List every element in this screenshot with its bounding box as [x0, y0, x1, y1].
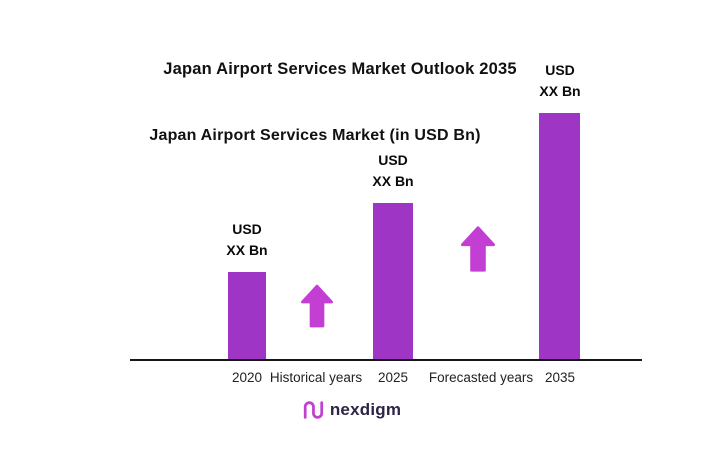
bar-value-line1: USD	[545, 62, 575, 78]
bar-2025	[373, 203, 413, 360]
bar-value-label-2025: USD XX Bn	[353, 150, 433, 192]
x-axis-line	[130, 359, 642, 361]
annotation-forecasted-years: Forecasted years	[428, 370, 534, 385]
nexdigm-wave-icon	[303, 401, 323, 419]
bar-value-line1: USD	[232, 221, 262, 237]
chart-title: Japan Airport Services Market Outlook 20…	[163, 60, 517, 78]
chart-subtitle: Japan Airport Services Market (in USD Bn…	[149, 127, 481, 144]
growth-arrow-icon	[301, 284, 333, 328]
annotation-historical-years: Historical years	[269, 370, 363, 385]
nexdigm-wordmark: nexdigm	[329, 400, 402, 419]
nexdigm-logo: nexdigm	[0, 399, 703, 421]
x-tick-2035: 2035	[544, 370, 576, 385]
bar-value-label-2035: USD XX Bn	[520, 60, 600, 102]
growth-arrow-icon	[461, 226, 495, 272]
bar-2035	[539, 113, 580, 360]
bar-value-line2: XX Bn	[226, 242, 268, 258]
x-tick-2020: 2020	[231, 370, 263, 385]
bar-value-line1: USD	[378, 152, 408, 168]
bar-value-line2: XX Bn	[539, 83, 581, 99]
bar-2020	[228, 272, 266, 360]
bar-value-label-2020: USD XX Bn	[207, 219, 287, 261]
bar-value-line2: XX Bn	[372, 173, 414, 189]
x-tick-2025: 2025	[377, 370, 409, 385]
